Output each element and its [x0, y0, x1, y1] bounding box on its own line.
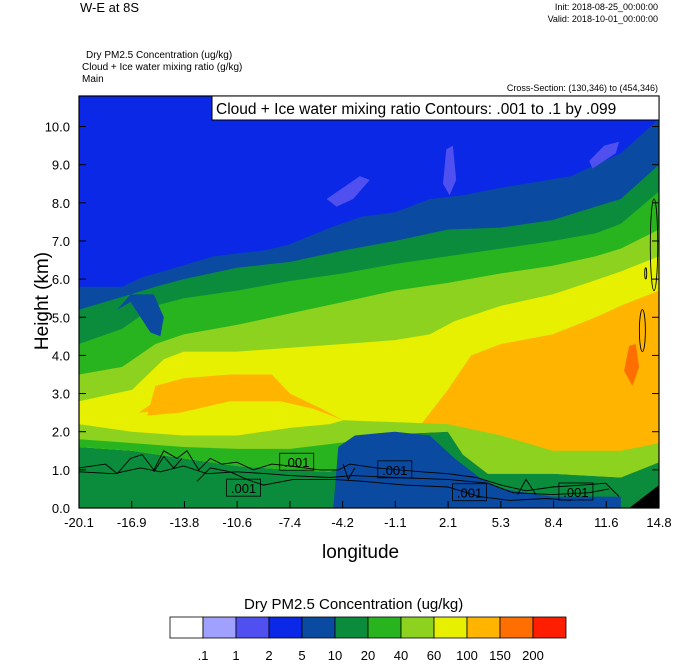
- contour-line-1: [79, 465, 610, 496]
- colorbar-swatch: [235, 616, 270, 639]
- contour-legend-box: [211, 95, 660, 121]
- y-tick-label: 9.0: [52, 158, 70, 173]
- field-label-main: Main: [82, 74, 104, 85]
- colorbar-label: 1: [232, 648, 239, 663]
- y-tick-label: 4.0: [52, 348, 70, 363]
- contour-label: .001: [457, 486, 482, 501]
- contour-label-box: [452, 483, 487, 502]
- fill-band-green: [79, 439, 354, 472]
- cloud-contours: [79, 198, 659, 501]
- fill-hotspot: [624, 344, 640, 386]
- contour-label-box: [279, 452, 315, 471]
- contour-line-2: [196, 467, 571, 501]
- colorbar-swatch: [499, 616, 534, 639]
- contour-legend-text: Cloud + Ice water mixing ratio Contours:…: [216, 101, 616, 118]
- y-tick-label: 3.0: [52, 387, 70, 402]
- terrain: [629, 485, 659, 508]
- colorbar-swatch: [532, 616, 567, 639]
- fill-orange-blob: [138, 376, 284, 413]
- colorbar-swatch: [433, 616, 468, 639]
- x-tick-label: -10.6: [222, 515, 252, 530]
- colorbar-label: 10: [328, 648, 342, 663]
- y-tick-label: 10.0: [45, 120, 70, 135]
- colorbar-swatch: [400, 616, 435, 639]
- y-tick-label: 0.0: [52, 501, 70, 516]
- contour-loop-1: [649, 198, 659, 292]
- colorbar-label: 60: [427, 648, 441, 663]
- contour-line-0: [79, 450, 620, 497]
- x-tick-label: -20.1: [64, 515, 94, 530]
- contour-line-3: [153, 455, 183, 473]
- x-tick-label: -7.4: [279, 515, 301, 530]
- contour-loop-0: [638, 309, 646, 353]
- field-label-pm25: Dry PM2.5 Concentration (ug/kg): [86, 50, 233, 61]
- contour-label: .001: [231, 481, 256, 496]
- colorbar-swatch: [268, 616, 303, 639]
- y-tick-label: 8.0: [52, 196, 70, 211]
- contour-line-5: [517, 478, 537, 495]
- contour-legend: Cloud + Ice water mixing ratio Contours:…: [211, 95, 660, 121]
- contour-label-box: [377, 460, 413, 479]
- x-tick-label: -13.8: [170, 515, 200, 530]
- init-time: Init: 2018-08-25_00:00:00: [554, 2, 658, 12]
- contour-label: .001: [284, 455, 309, 470]
- colorbar-label: 100: [456, 648, 478, 663]
- fill-lightblue-a: [443, 145, 457, 196]
- fill-blue-blob: [117, 294, 164, 337]
- y-axis: 0.0 1.0 2.0 3.0 4.0 5.0 6.0 7.0 8.0 9.0 10.0: [45, 120, 659, 516]
- field-label-cloud: Cloud + Ice water mixing ratio (g/kg): [82, 62, 243, 73]
- fill-yellow-low: [79, 401, 344, 436]
- x-axis-label: longitude: [322, 542, 400, 563]
- colorbar-title: Dry PM2.5 Concentration (ug/kg): [244, 596, 464, 613]
- contour-label-box: [558, 482, 594, 501]
- contour-label-box: [226, 478, 261, 497]
- y-tick-label: 2.0: [52, 425, 70, 440]
- contour-label: .001: [382, 463, 407, 478]
- fill-dome-top: [341, 433, 452, 463]
- colorbar-label: .1: [198, 648, 209, 663]
- x-axis: -20.1 -16.9 -13.8 -10.6 -7.4 -4.2 -1.1 2.1 5.3 8.…: [64, 501, 672, 530]
- contour-labels: .001 .001 .001 .001 .001: [226, 452, 594, 502]
- valid-time: Valid: 2018-10-01_00:00:00: [547, 14, 658, 24]
- contour-line-4: [342, 463, 356, 481]
- colorbar-swatch: [202, 616, 237, 639]
- x-tick-label: -16.9: [117, 515, 147, 530]
- cross-section-label: Cross-Section: (130,346) to (454,346): [506, 83, 658, 93]
- x-tick-label: 2.1: [439, 515, 457, 530]
- plot-title: W-E at 8S: [80, 0, 140, 15]
- y-tick-label: 1.0: [52, 463, 70, 478]
- colorbar-label: 20: [361, 648, 375, 663]
- colorbar-label: 2: [265, 648, 272, 663]
- colorbar-label: 40: [394, 648, 408, 663]
- x-tick-label: 5.3: [492, 515, 510, 530]
- colorbar-swatch: [169, 616, 204, 639]
- colorbar-label: 200: [522, 648, 544, 663]
- colorbar-swatch: [334, 616, 369, 639]
- x-tick-label: -4.2: [331, 515, 353, 530]
- x-tick-label: 14.8: [646, 515, 671, 530]
- colorbar-swatch: [367, 616, 402, 639]
- x-tick-label: 11.6: [594, 515, 618, 530]
- colorbar-swatch: [301, 616, 336, 639]
- x-tick-label: -1.1: [384, 515, 406, 530]
- colorbar: .1 1 2 5 10 20 40 60 100 150 200: [169, 616, 567, 663]
- y-tick-label: 5.0: [52, 310, 70, 325]
- colorbar-label: 5: [298, 648, 305, 663]
- fill-lightblue-c: [589, 141, 620, 169]
- contour-label: .001: [563, 485, 588, 500]
- fill-lightblue-b: [326, 176, 370, 207]
- concentration-fill: [79, 96, 659, 508]
- contour-loop-2: [644, 267, 648, 280]
- y-tick-label: 6.0: [52, 272, 70, 287]
- x-tick-label: 8.4: [545, 515, 563, 530]
- y-tick-label: 7.0: [52, 234, 70, 249]
- colorbar-swatch: [466, 616, 501, 639]
- colorbar-label: 150: [489, 648, 511, 663]
